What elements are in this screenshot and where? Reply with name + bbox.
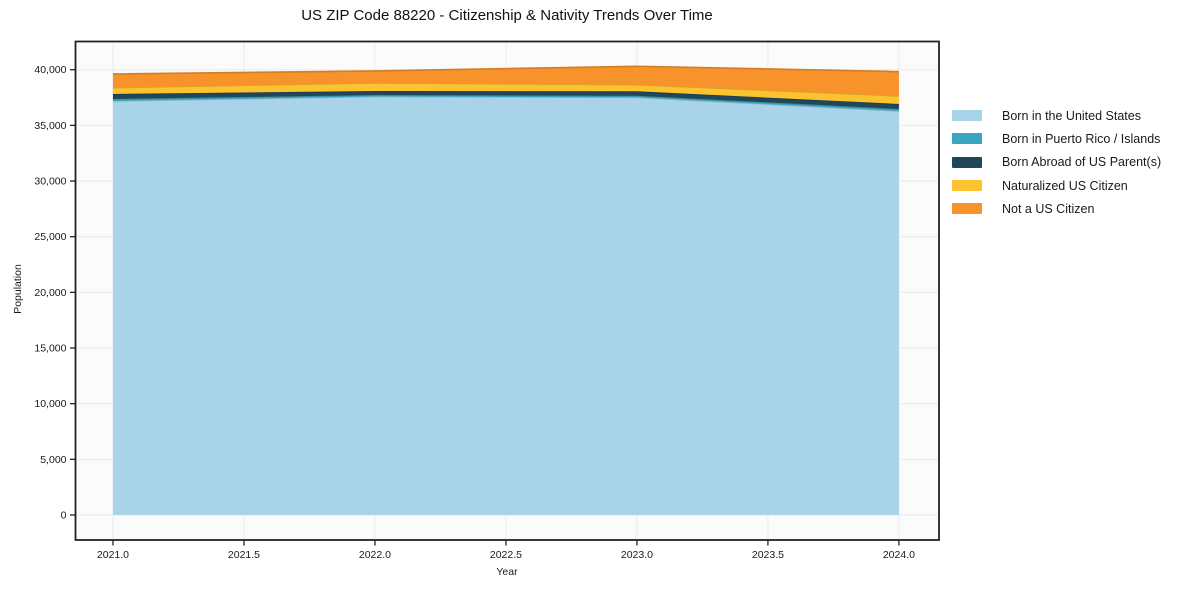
x-tick-label: 2023.5: [752, 549, 784, 561]
legend-item-1: Born in Puerto Rico / Islands: [952, 127, 1161, 150]
y-tick-label: 30,000: [34, 176, 66, 188]
legend-label: Born Abroad of US Parent(s): [1002, 155, 1162, 170]
y-tick-label: 15,000: [34, 343, 66, 355]
legend-swatch-icon: [952, 110, 982, 122]
legend-item-0: Born in the United States: [952, 104, 1161, 127]
x-tick-label: 2023.0: [621, 549, 653, 561]
area-series-1-edge: [112, 94, 899, 110]
y-tick-label: 5,000: [40, 454, 66, 466]
y-axis-label: Population: [12, 264, 24, 314]
legend-swatch-icon: [952, 156, 982, 168]
y-tick-label: 0: [61, 510, 67, 522]
area-series-4-edge: [112, 65, 899, 75]
x-tick-label: 2022.5: [490, 549, 522, 561]
y-tick-label: 40,000: [34, 64, 66, 76]
area-series-4: [112, 66, 899, 96]
x-tick-label: 2021.5: [228, 549, 260, 561]
legend-label: Naturalized US Citizen: [1002, 178, 1128, 193]
y-tick-label: 35,000: [34, 120, 66, 132]
legend-swatch-icon: [952, 180, 982, 192]
legend-swatch-icon: [952, 133, 982, 145]
legend: Born in the United States Born in Puerto …: [952, 104, 1161, 220]
plot-frame: [74, 40, 940, 541]
legend-swatch-icon: [952, 203, 982, 215]
chart-title: US ZIP Code 88220 - Citizenship & Nativi…: [301, 7, 713, 24]
y-tick-label: 25,000: [34, 231, 66, 243]
x-tick-label: 2022.0: [359, 549, 391, 561]
area-series-0: [112, 96, 899, 516]
x-axis-label: Year: [496, 566, 518, 578]
y-tick-label: 10,000: [34, 398, 66, 410]
y-tick-label: 20,000: [34, 287, 66, 299]
area-series-2-edge: [112, 90, 899, 105]
legend-label: Born in the United States: [1002, 108, 1141, 123]
legend-item-3: Naturalized US Citizen: [952, 174, 1161, 197]
legend-label: Born in Puerto Rico / Islands: [1002, 131, 1161, 146]
area-series-2: [112, 90, 899, 109]
legend-item-4: Not a US Citizen: [952, 197, 1161, 220]
legend-item-2: Born Abroad of US Parent(s): [952, 151, 1161, 174]
legend-label: Not a US Citizen: [1002, 201, 1095, 216]
x-tick-label: 2021.0: [97, 549, 129, 561]
x-tick-label: 2024.0: [883, 549, 915, 561]
